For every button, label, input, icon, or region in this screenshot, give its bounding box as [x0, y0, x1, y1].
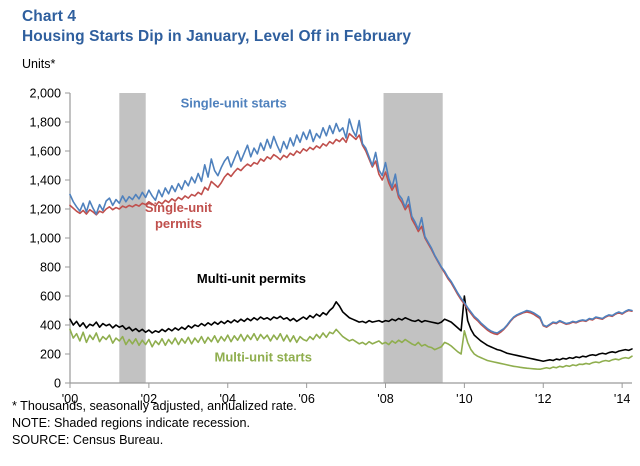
- y-tick-label: 0: [54, 377, 61, 391]
- chart-number: Chart 4: [22, 8, 77, 25]
- y-axis-units-label: Units*: [22, 57, 56, 71]
- y-tick-label: 1,800: [29, 116, 61, 130]
- x-tick-label: '08: [377, 392, 393, 406]
- recession-band-2: [383, 93, 443, 383]
- x-tick-label: '06: [298, 392, 314, 406]
- y-tick-label: 600: [40, 290, 61, 304]
- series-label-single-unit-permits: permits: [155, 216, 202, 231]
- series-line-multi-unit-permits: [69, 295, 633, 363]
- y-tick-label: 800: [40, 261, 61, 275]
- x-tick-label: '04: [220, 392, 236, 406]
- y-tick-label: 1,400: [29, 174, 61, 188]
- y-tick-label: 2,000: [29, 87, 61, 101]
- series-line-single-unit-starts: [69, 118, 633, 334]
- footnotes-block: * Thousands, seasonally adjusted, annual…: [12, 398, 632, 449]
- series-label-multi-unit-permits: Multi-unit permits: [197, 271, 306, 286]
- y-tick-label: 1,000: [29, 232, 61, 246]
- x-tick-label: '00: [62, 392, 78, 406]
- series-label-multi-unit-starts: Multi-unit starts: [214, 349, 312, 364]
- y-tick-label: 400: [40, 319, 61, 333]
- y-tick-label: 1,600: [29, 145, 61, 159]
- footnote-units: * Thousands, seasonally adjusted, annual…: [12, 399, 297, 413]
- y-tick-label: 200: [40, 348, 61, 362]
- x-tick-label: '10: [456, 392, 472, 406]
- footnote-note: NOTE: Shaded regions indicate recession.: [12, 416, 251, 430]
- series-label-single-unit-starts: Single-unit starts: [181, 96, 287, 111]
- footnote-source: SOURCE: Census Bureau.: [12, 433, 164, 447]
- series-line-multi-unit-starts: [69, 328, 633, 371]
- x-tick-label: '14: [614, 392, 630, 406]
- series-label-single-unit-permits: Single-unit: [145, 200, 213, 215]
- recession-band-1: [119, 93, 146, 383]
- x-tick-label: '02: [141, 392, 157, 406]
- series-line-single-unit-permits: [69, 132, 633, 336]
- x-tick-label: '12: [535, 392, 551, 406]
- page-title: Housing Starts Dip in January, Level Off…: [22, 28, 412, 45]
- y-tick-label: 1,200: [29, 203, 61, 217]
